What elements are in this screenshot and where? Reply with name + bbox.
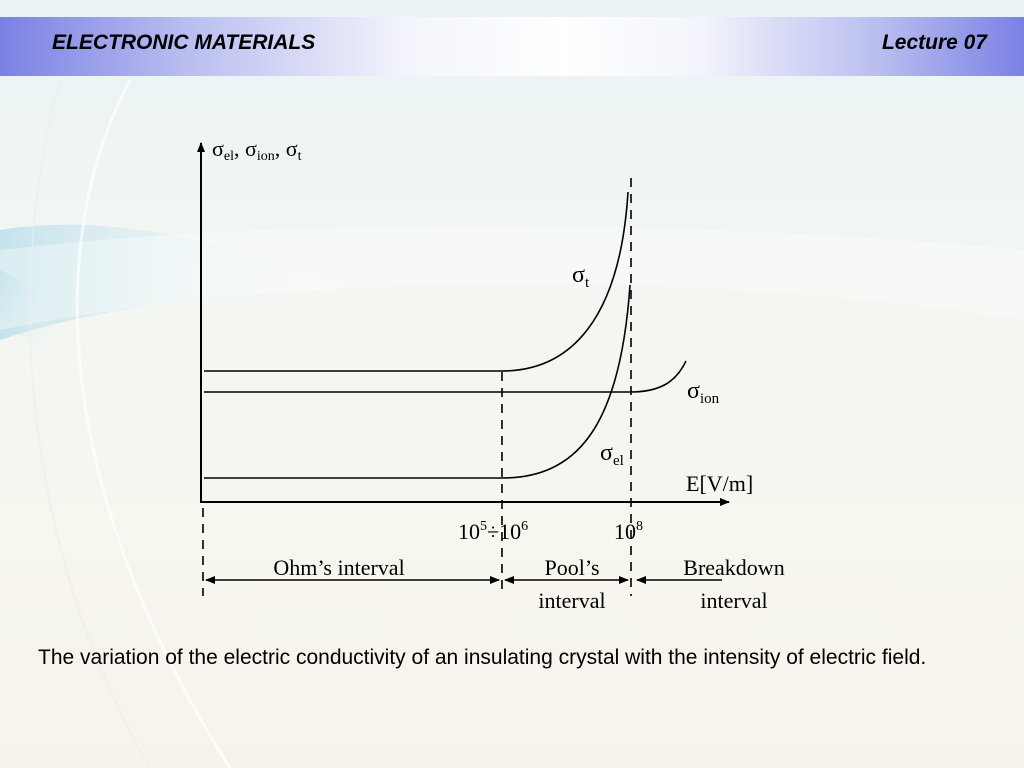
y-axis-label: σel, σion, σt: [212, 136, 302, 164]
sigma-ion-label: σion: [687, 378, 720, 407]
sigma-el-label: σel: [600, 440, 624, 469]
tick-label-1e8: 108: [614, 519, 643, 544]
figure-caption: The variation of the electric conductivi…: [38, 646, 927, 669]
pool-interval-label-line2: interval: [538, 588, 605, 613]
course-title: ELECTRONIC MATERIALS: [52, 31, 316, 54]
sigma-ion-curve: [204, 360, 687, 393]
sigma-el-curve: [204, 284, 631, 479]
lecture-number: Lecture 07: [881, 31, 987, 54]
breakdown-interval-label-line1: Breakdown: [683, 555, 784, 580]
title-bar: ELECTRONIC MATERIALS Lecture 07: [0, 17, 1024, 76]
x-axis-label: E[V/m]: [686, 471, 753, 496]
sigma-t-curve: [204, 191, 629, 372]
ohm-interval-label: Ohm’s interval: [273, 555, 404, 580]
sigma-t-label: σt: [572, 262, 590, 291]
pool-interval-label-line1: Pool’s: [544, 555, 599, 580]
tick-label-1e5-1e6: 105÷106: [458, 519, 528, 544]
breakdown-interval-label-line2: interval: [700, 588, 767, 613]
